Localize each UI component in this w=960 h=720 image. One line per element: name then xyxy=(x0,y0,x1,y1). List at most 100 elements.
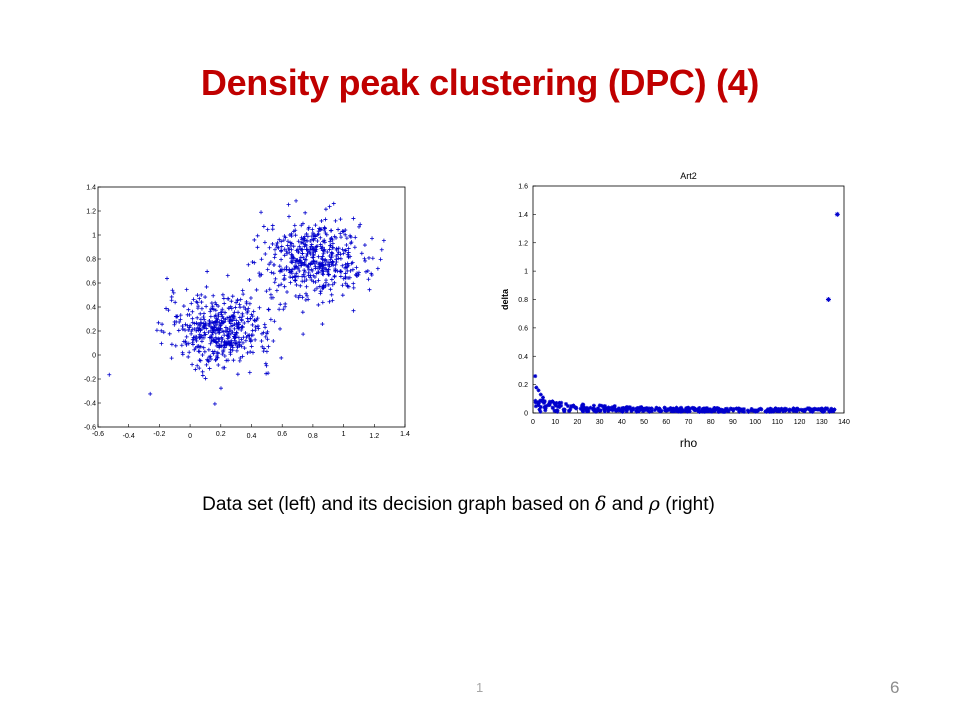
data-point xyxy=(195,315,200,320)
x-tick-label: 1.2 xyxy=(369,433,379,440)
caption-middle: and xyxy=(606,494,649,515)
data-point xyxy=(379,247,384,252)
y-tick-label: 0.6 xyxy=(86,281,96,288)
data-point xyxy=(186,354,191,359)
data-point xyxy=(252,237,257,242)
data-point xyxy=(272,319,277,324)
data-point xyxy=(184,334,189,339)
data-point xyxy=(293,274,298,279)
data-point xyxy=(240,324,245,329)
x-tick-label: 10 xyxy=(551,419,559,426)
data-point xyxy=(294,282,299,287)
data-point xyxy=(246,306,251,311)
data-point xyxy=(289,241,294,246)
data-point xyxy=(186,341,191,346)
data-point xyxy=(240,340,245,345)
data-points xyxy=(107,198,386,406)
data-point xyxy=(326,267,331,272)
data-point xyxy=(206,330,211,335)
data-point xyxy=(154,328,159,333)
data-point xyxy=(250,260,255,265)
data-point xyxy=(298,255,303,260)
decision-point xyxy=(776,407,781,412)
data-point xyxy=(253,337,258,342)
data-point xyxy=(381,238,386,243)
x-tick-label: -0.6 xyxy=(92,431,104,438)
data-point xyxy=(290,275,295,280)
data-point xyxy=(196,349,201,354)
decision-point xyxy=(649,406,654,411)
data-point xyxy=(289,252,294,257)
decision-point xyxy=(533,404,538,409)
decision-point xyxy=(725,408,730,413)
x-tick-label: 80 xyxy=(707,419,715,426)
data-point xyxy=(270,241,275,246)
data-point xyxy=(338,231,343,236)
decision-point xyxy=(690,405,695,410)
data-point xyxy=(265,227,270,232)
data-point xyxy=(323,207,328,212)
data-point xyxy=(187,325,192,330)
data-point xyxy=(195,300,200,305)
data-point xyxy=(190,309,195,314)
data-point xyxy=(322,240,327,245)
decision-point xyxy=(799,407,804,412)
data-point xyxy=(293,233,298,238)
x-tick-label: 0 xyxy=(531,419,535,426)
data-point xyxy=(214,354,219,359)
y-tick-label: -0.6 xyxy=(84,425,96,432)
rho-symbol: ρ xyxy=(648,493,660,515)
data-point xyxy=(308,275,313,280)
data-point xyxy=(235,324,240,329)
data-point xyxy=(230,294,235,299)
decision-point xyxy=(756,408,761,413)
data-point xyxy=(320,266,325,271)
data-point xyxy=(287,270,292,275)
data-point xyxy=(326,263,331,268)
data-point xyxy=(199,320,204,325)
decision-point xyxy=(593,409,598,414)
data-point xyxy=(193,367,198,372)
data-point xyxy=(216,362,221,367)
y-tick-label: -0.2 xyxy=(84,377,96,384)
data-point xyxy=(322,225,327,230)
data-point xyxy=(351,285,356,290)
decision-point xyxy=(649,409,654,414)
data-point xyxy=(327,299,332,304)
data-point xyxy=(226,296,231,301)
data-point xyxy=(304,243,309,248)
data-point xyxy=(243,307,248,312)
data-point xyxy=(256,324,261,329)
y-tick-label: 1.2 xyxy=(518,240,528,247)
data-point xyxy=(242,320,247,325)
y-tick-label: 0.2 xyxy=(86,329,96,336)
data-point xyxy=(239,337,244,342)
decision-point xyxy=(624,405,629,410)
data-point xyxy=(312,261,317,266)
data-point xyxy=(202,349,207,354)
data-point xyxy=(248,349,253,354)
data-point xyxy=(204,326,209,331)
decision-point xyxy=(541,400,546,405)
data-point xyxy=(306,273,311,278)
decision-point xyxy=(606,407,611,412)
data-point xyxy=(301,240,306,245)
data-point xyxy=(313,234,318,239)
data-point xyxy=(289,271,294,276)
data-point xyxy=(318,235,323,240)
data-point xyxy=(328,236,333,241)
data-point xyxy=(231,314,236,319)
data-point xyxy=(366,277,371,282)
data-point xyxy=(215,355,220,360)
data-point xyxy=(304,278,309,283)
data-point xyxy=(304,257,309,262)
data-point xyxy=(338,217,343,222)
data-point xyxy=(310,227,315,232)
x-tick-label: 130 xyxy=(816,419,828,426)
data-point xyxy=(308,261,313,266)
delta-symbol: δ xyxy=(595,493,607,515)
data-point xyxy=(294,198,299,203)
data-point xyxy=(254,287,259,292)
data-point xyxy=(226,340,231,345)
